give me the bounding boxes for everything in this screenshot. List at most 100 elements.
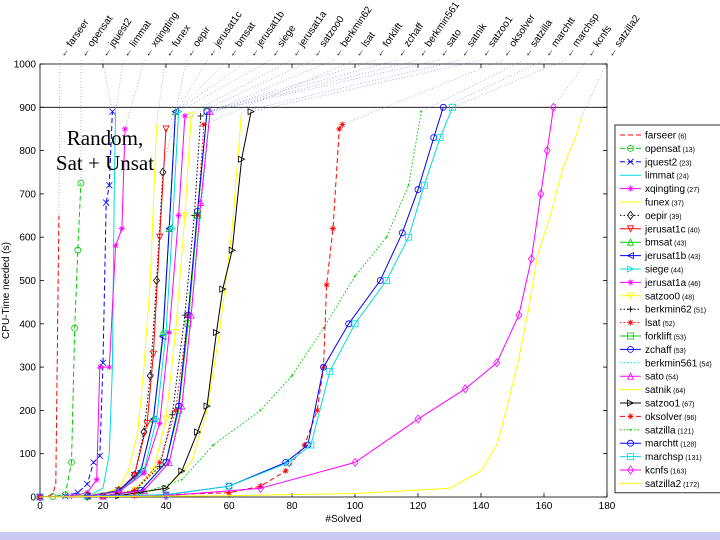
legend-label: berkmin62 (51): [645, 305, 706, 316]
legend-count: (172): [681, 482, 699, 489]
label-leader: [203, 59, 356, 125]
legend-count: (40): [686, 227, 700, 234]
data-point: [627, 306, 634, 313]
data-point: [162, 484, 170, 492]
legend-count: (44): [669, 268, 683, 275]
data-point: [515, 310, 523, 320]
legend-entry: oksolver (96): [620, 412, 697, 423]
legend-entry: xqingting (27): [620, 184, 699, 195]
data-point: [329, 225, 336, 232]
data-point: [228, 246, 237, 254]
data-point: [156, 233, 164, 242]
data-point: [83, 480, 91, 488]
data-point: [187, 311, 195, 319]
legend-entry: kcnfs (163): [620, 465, 687, 477]
data-point: [339, 121, 346, 128]
legend-label: satzilla (121): [645, 425, 694, 436]
data-point: [165, 458, 173, 466]
series-funex: [39, 124, 158, 498]
legend-count: (24): [674, 174, 688, 181]
y-tick-label: 1000: [14, 60, 37, 71]
series-line: [39, 124, 158, 498]
data-point: [282, 468, 289, 475]
axes: 0 100 200 300 400 500 600 700 800 900 1000 0 20 40 60 8…: [1, 60, 616, 526]
data-point: [493, 358, 501, 368]
data-point: [109, 108, 116, 115]
legend-count: (43): [672, 241, 686, 248]
data-point: [171, 329, 180, 337]
series-line: [39, 111, 252, 498]
y-tick-label: 900: [19, 103, 36, 114]
label-leader: [452, 59, 566, 108]
legend-entry: jerusat1b (43): [620, 251, 701, 262]
legend-label: oepir (39): [645, 211, 682, 222]
data-point: [436, 134, 444, 142]
legend-label: funex (37): [645, 198, 684, 209]
data-point: [627, 399, 635, 407]
y-tick-label: 300: [19, 363, 36, 374]
data-point: [131, 487, 138, 494]
series-kcnfs: [36, 102, 557, 502]
data-point: [93, 476, 100, 483]
data-point: [96, 364, 103, 371]
data-point: [461, 384, 469, 394]
x-tick-label: 120: [410, 501, 427, 512]
data-point: [414, 186, 422, 193]
legend-label: zchaff (53): [645, 345, 686, 356]
legend-label: marchtt (128): [645, 439, 697, 450]
data-point: [257, 483, 264, 494]
x-tick-label: 0: [37, 501, 43, 512]
label-leader: [162, 59, 187, 173]
data-point: [153, 275, 161, 286]
data-point: [200, 121, 207, 128]
legend-label: opensat (13): [645, 144, 695, 155]
overlay-title-line2: Sat + Unsat: [55, 151, 155, 175]
legend-label: xqingting (27): [645, 184, 699, 195]
data-point: [106, 364, 113, 371]
legend-entry: jerusat1c (40): [620, 224, 700, 235]
legend-label: marchsp (131): [645, 452, 702, 463]
legend-entry: jquest2 (23): [620, 157, 692, 168]
legend-label: kcnfs (163): [645, 466, 687, 477]
legend-entry: satzoo0 (48): [620, 291, 694, 302]
data-point: [36, 492, 44, 502]
legend-label: jerusat1b (43): [644, 251, 701, 262]
label-leader: [175, 59, 250, 112]
data-point: [627, 439, 634, 447]
top-label-satzilla2: ← satzilla2: [605, 13, 642, 60]
label-leader: [250, 59, 482, 112]
data-point: [627, 465, 634, 475]
data-point: [162, 491, 170, 501]
series-jquest2: [36, 108, 116, 501]
label-leader: [206, 59, 377, 112]
legend-entry: satzilla2 (172): [620, 479, 699, 490]
y-tick-label: 500: [19, 276, 36, 287]
data-point: [257, 483, 264, 490]
data-point: [166, 329, 173, 336]
data-point: [527, 254, 535, 264]
series-line: [39, 115, 583, 498]
data-point: [140, 486, 148, 494]
data-point: [68, 458, 75, 466]
data-point: [181, 212, 189, 220]
legend-count: (43): [686, 254, 700, 261]
legend-count: (27): [685, 187, 699, 194]
data-point: [420, 181, 428, 189]
data-point: [149, 350, 158, 359]
data-point: [194, 428, 202, 436]
legend-entry: zchaff (53): [620, 345, 686, 356]
legend-label: farseer (6): [645, 131, 687, 142]
data-point: [175, 212, 182, 219]
data-point: [102, 199, 110, 206]
data-point: [627, 332, 634, 340]
data-point: [156, 420, 163, 427]
legend-entry: oepir (39): [620, 210, 682, 222]
label-leader: [200, 59, 335, 117]
data-point: [122, 125, 129, 132]
legend-count: (163): [668, 469, 686, 476]
label-leader: [553, 59, 588, 108]
data-point: [543, 145, 551, 156]
legend-entry: marchtt (128): [620, 439, 697, 450]
legend-label: oksolver (96): [645, 412, 697, 423]
series-line: [39, 111, 113, 498]
